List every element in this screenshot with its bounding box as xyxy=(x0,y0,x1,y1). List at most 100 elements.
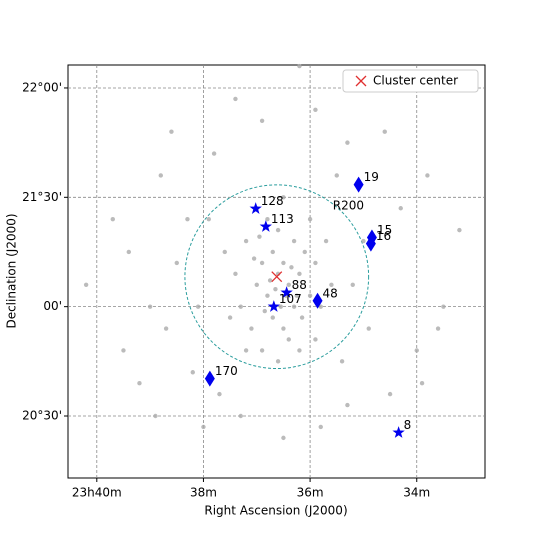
galaxy-dot xyxy=(190,370,195,375)
galaxy-dot xyxy=(270,315,275,320)
galaxy-dot xyxy=(257,234,262,239)
diamond-marker xyxy=(204,370,215,387)
galaxy-dot xyxy=(233,271,238,277)
galaxy-dot xyxy=(307,293,313,298)
star-marker xyxy=(267,300,281,312)
galaxy-dot xyxy=(286,282,291,287)
galaxy-dot xyxy=(243,238,249,244)
galaxy-dot xyxy=(361,238,366,244)
diamond-marker xyxy=(312,292,323,309)
galaxy-dot xyxy=(121,348,126,353)
galaxy-label: 170 xyxy=(215,364,238,378)
galaxy-dot xyxy=(153,413,158,419)
galaxy-dot xyxy=(457,227,462,233)
galaxy-dot xyxy=(313,260,318,266)
galaxy-label: 48 xyxy=(323,286,338,300)
galaxy-dot xyxy=(243,348,249,353)
galaxy-dot xyxy=(307,216,313,222)
galaxy-dot xyxy=(289,265,294,270)
galaxy-dot xyxy=(137,380,142,386)
galaxy-dot xyxy=(217,391,222,397)
y-tick-label: 22°00' xyxy=(22,80,62,94)
legend-box xyxy=(342,69,479,93)
star-marker xyxy=(249,202,262,214)
galaxy-dot xyxy=(275,227,281,233)
plot-frame xyxy=(67,64,486,479)
galaxy-dot xyxy=(302,249,307,255)
legend-label: Cluster center xyxy=(373,74,458,88)
galaxy-dot xyxy=(262,308,267,314)
x-tick-label: 23h40m xyxy=(72,486,122,500)
galaxy-dot xyxy=(299,315,305,320)
galaxy-dot xyxy=(345,402,350,408)
galaxy-dot xyxy=(294,293,299,298)
star-marker xyxy=(280,286,293,298)
galaxy-dot xyxy=(169,129,174,134)
galaxy-dot xyxy=(414,348,419,353)
galaxy-dot xyxy=(110,216,115,222)
galaxy-dot xyxy=(318,304,323,309)
x-tick-label: 36m xyxy=(297,486,324,500)
galaxy-dot xyxy=(249,326,254,331)
galaxy-dot xyxy=(265,293,270,298)
y-tick-label: 00' xyxy=(43,299,62,313)
galaxy-dot xyxy=(238,413,243,419)
galaxy-dot xyxy=(158,173,163,178)
galaxy-dot xyxy=(254,282,259,287)
galaxy-dot xyxy=(278,304,283,309)
galaxy-dot xyxy=(147,304,153,309)
galaxy-dot xyxy=(281,195,286,200)
galaxy-dot xyxy=(251,256,257,261)
galaxy-dot xyxy=(265,216,270,222)
galaxy-dot xyxy=(425,173,430,178)
galaxy-label: 128 xyxy=(261,194,284,208)
galaxy-dot xyxy=(275,359,281,364)
galaxy-dot xyxy=(281,260,286,266)
galaxy-dot xyxy=(270,249,275,255)
galaxy-dot xyxy=(297,348,302,353)
y-tick-label: 21°30' xyxy=(22,190,62,204)
galaxy-dot xyxy=(291,238,297,244)
galaxy-dot xyxy=(297,271,302,277)
galaxy-dot xyxy=(339,359,345,364)
x-marker xyxy=(271,271,283,283)
galaxy-dot xyxy=(334,173,339,178)
galaxy-dot xyxy=(126,249,131,255)
galaxy-dot xyxy=(267,278,273,283)
galaxy-label: 19 xyxy=(364,170,379,184)
galaxy-label: 107 xyxy=(279,292,302,306)
galaxy-dot xyxy=(398,206,403,211)
galaxy-dot xyxy=(281,326,286,331)
galaxy-dot xyxy=(222,249,227,255)
galaxy-dot xyxy=(238,304,243,309)
galaxy-label: 88 xyxy=(292,278,307,292)
r200-circle xyxy=(184,184,370,370)
galaxy-dot xyxy=(318,424,323,430)
galaxy-dot xyxy=(382,129,387,134)
star-marker xyxy=(392,426,405,438)
galaxy-dot xyxy=(435,326,441,331)
r200-label: R200 xyxy=(333,198,364,212)
galaxy-dot xyxy=(345,140,350,145)
galaxy-dot xyxy=(233,96,238,102)
galaxy-dot xyxy=(185,216,190,222)
galaxy-dot xyxy=(174,260,179,266)
galaxy-dot xyxy=(206,216,211,222)
diamond-marker xyxy=(365,235,376,252)
galaxy-dot xyxy=(313,107,318,113)
galaxy-dot xyxy=(211,151,217,156)
galaxy-dot xyxy=(286,337,291,342)
galaxy-dot xyxy=(387,391,393,397)
galaxy-dot xyxy=(419,380,425,386)
galaxy-dot xyxy=(227,315,233,320)
y-axis-label: Declination (J2000) xyxy=(5,213,19,328)
x-axis-label: Right Ascension (J2000) xyxy=(204,504,347,518)
galaxy-dot xyxy=(259,348,265,353)
galaxy-label: 8 xyxy=(404,418,412,432)
galaxy-dot xyxy=(313,337,318,342)
galaxy-label: 16 xyxy=(376,229,391,243)
galaxy-dot xyxy=(323,238,329,244)
x-tick-label: 34m xyxy=(403,486,430,500)
galaxy-dot xyxy=(83,282,89,287)
